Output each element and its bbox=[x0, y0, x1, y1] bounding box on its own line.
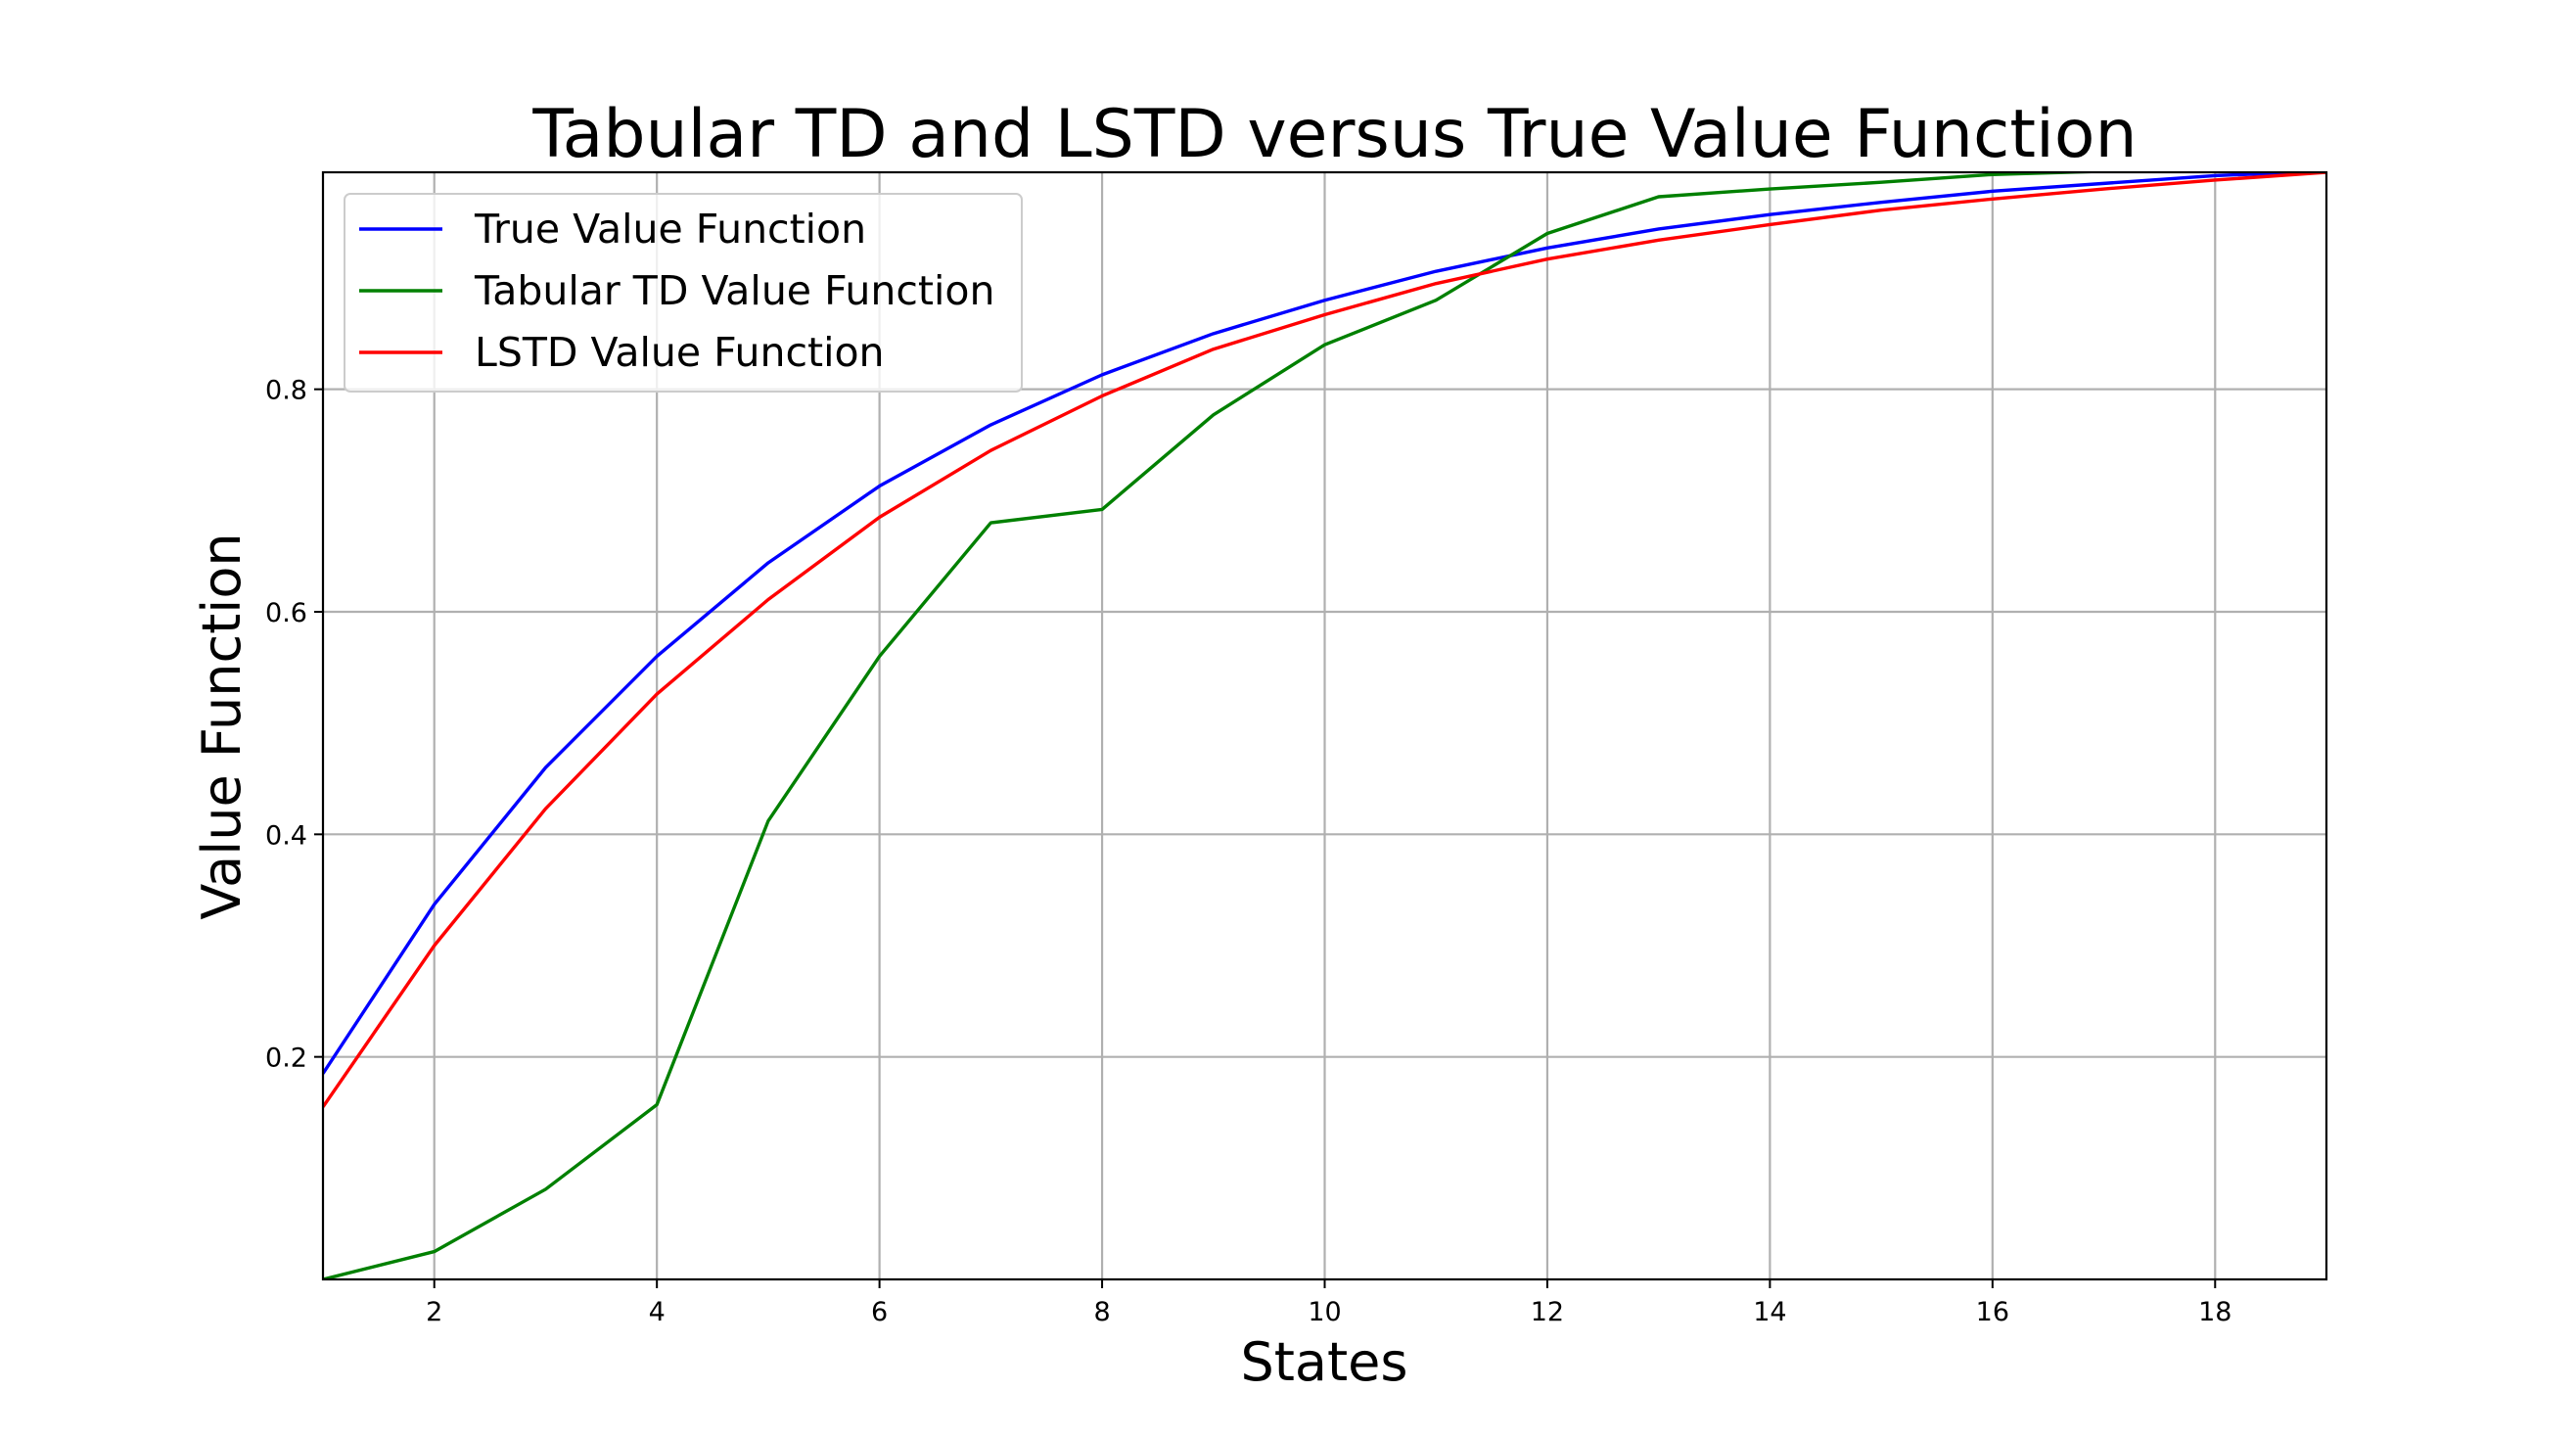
legend-label: True Value Function bbox=[474, 206, 866, 253]
legend: True Value Function Tabular TD Value Func… bbox=[344, 193, 1023, 393]
series-lines bbox=[323, 172, 2326, 1279]
x-tick-label: 10 bbox=[1308, 1297, 1341, 1327]
x-tick-label: 4 bbox=[649, 1297, 666, 1327]
x-tick-label: 2 bbox=[426, 1297, 442, 1327]
legend-label: Tabular TD Value Function bbox=[474, 267, 994, 314]
y-tick-label: 0.6 bbox=[265, 598, 307, 628]
x-tick-label: 8 bbox=[1093, 1297, 1110, 1327]
x-tick-label: 18 bbox=[2198, 1297, 2231, 1327]
y-tick-label: 0.4 bbox=[265, 820, 307, 851]
x-tick-label: 6 bbox=[871, 1297, 888, 1327]
y-axis-label: Value Function bbox=[191, 533, 253, 919]
x-tick-label: 14 bbox=[1753, 1297, 1786, 1327]
legend-label: LSTD Value Function bbox=[475, 329, 885, 376]
ticks: 2 4 6 8 10 12 14 16 18 0.2 0.4 0.6 0.8 bbox=[265, 376, 2231, 1327]
series-line-true-value-function bbox=[323, 172, 2326, 1075]
series-line-lstd-value-function bbox=[323, 172, 2326, 1108]
x-tick-label: 12 bbox=[1531, 1297, 1564, 1327]
x-tick-label: 16 bbox=[1976, 1297, 2009, 1327]
y-tick-label: 0.2 bbox=[265, 1043, 307, 1074]
y-tick-label: 0.8 bbox=[265, 376, 307, 406]
legend-box bbox=[344, 193, 1023, 393]
x-axis-label: States bbox=[1240, 1331, 1407, 1393]
series-line-tabular-td-value-function bbox=[323, 172, 2159, 1279]
chart-title: Tabular TD and LSTD versus True Value Fu… bbox=[531, 96, 2137, 173]
